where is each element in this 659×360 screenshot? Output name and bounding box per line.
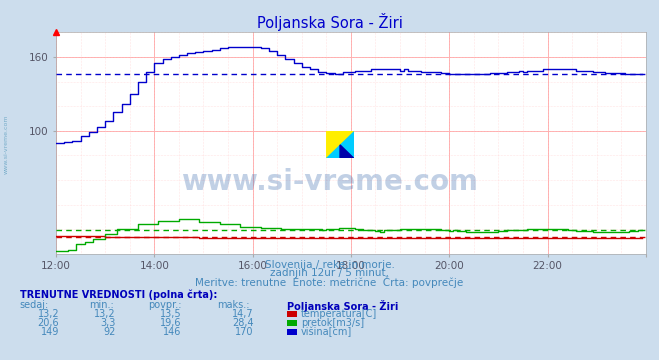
Text: Meritve: trenutne  Enote: metrične  Črta: povprečje: Meritve: trenutne Enote: metrične Črta: … xyxy=(195,276,464,288)
Text: 28,4: 28,4 xyxy=(232,318,254,328)
Text: 14,7: 14,7 xyxy=(232,309,254,319)
Text: 20,6: 20,6 xyxy=(38,318,59,328)
Text: Poljanska Sora - Žiri: Poljanska Sora - Žiri xyxy=(287,300,398,311)
Text: Slovenija / reke in morje.: Slovenija / reke in morje. xyxy=(264,260,395,270)
Text: pretok[m3/s]: pretok[m3/s] xyxy=(301,318,364,328)
Polygon shape xyxy=(340,145,354,158)
Text: 13,2: 13,2 xyxy=(38,309,59,319)
Text: 13,5: 13,5 xyxy=(159,309,181,319)
Text: sedaj:: sedaj: xyxy=(20,300,49,310)
Polygon shape xyxy=(326,131,354,158)
Text: zadnjih 12ur / 5 minut.: zadnjih 12ur / 5 minut. xyxy=(270,268,389,278)
Text: 170: 170 xyxy=(235,327,254,337)
Text: min.:: min.: xyxy=(89,300,114,310)
Text: TRENUTNE VREDNOSTI (polna črta):: TRENUTNE VREDNOSTI (polna črta): xyxy=(20,290,217,300)
Text: temperatura[C]: temperatura[C] xyxy=(301,309,378,319)
Text: www.si-vreme.com: www.si-vreme.com xyxy=(4,114,9,174)
Text: 3,3: 3,3 xyxy=(100,318,115,328)
Text: 92: 92 xyxy=(103,327,115,337)
Polygon shape xyxy=(326,131,354,158)
Text: 13,2: 13,2 xyxy=(94,309,115,319)
Text: 19,6: 19,6 xyxy=(159,318,181,328)
Text: Poljanska Sora - Žiri: Poljanska Sora - Žiri xyxy=(256,13,403,31)
Text: www.si-vreme.com: www.si-vreme.com xyxy=(181,168,478,196)
Text: maks.:: maks.: xyxy=(217,300,250,310)
Text: 149: 149 xyxy=(41,327,59,337)
Text: 146: 146 xyxy=(163,327,181,337)
Text: povpr.:: povpr.: xyxy=(148,300,182,310)
Text: višina[cm]: višina[cm] xyxy=(301,327,353,337)
